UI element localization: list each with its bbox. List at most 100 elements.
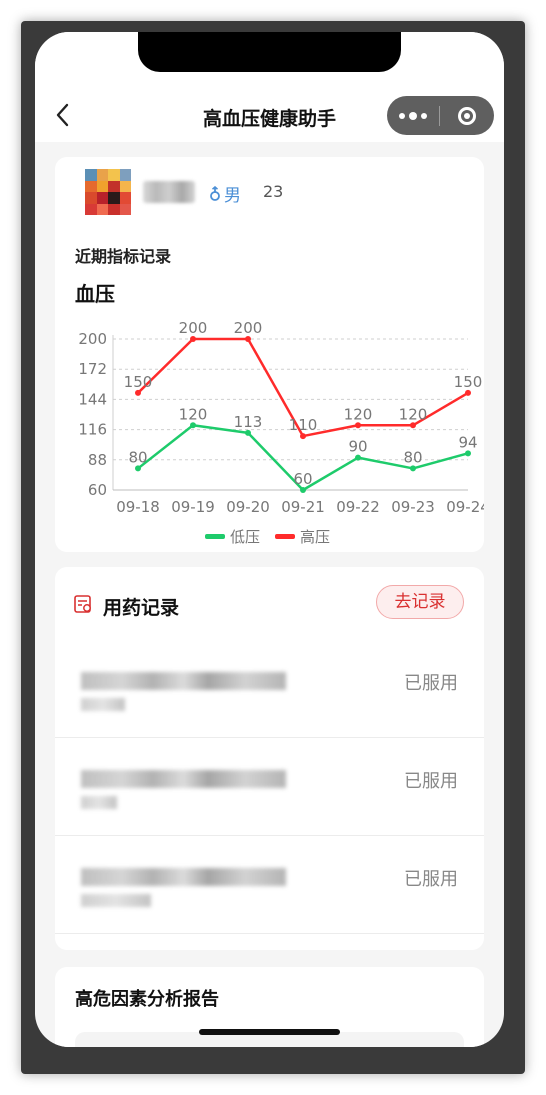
data-label: 120 [399,405,428,423]
avatar-pixel [85,203,97,215]
risk-report-content [75,1032,464,1047]
medication-name-blurred [81,698,125,711]
age-text: 23 [263,182,284,201]
medication-card: 用药记录 去记录 已服用 已服用 已服用 [55,567,484,950]
data-label: 113 [234,413,263,431]
data-point [465,389,471,396]
avatar-pixel [108,203,120,215]
data-point [300,433,306,440]
medication-status: 已服用 [404,673,458,694]
x-tick-label: 09-24 [446,498,484,516]
x-tick-label: 09-22 [336,498,380,516]
medication-item[interactable]: 已服用 [55,639,484,738]
x-tick-label: 09-23 [391,498,435,516]
data-label: 200 [234,319,263,337]
avatar-pixel [96,203,108,215]
y-tick-label: 200 [78,330,107,348]
medication-time-blurred [81,868,286,886]
risk-report-title: 高危因素分析报告 [75,989,219,1010]
x-tick-label: 09-18 [116,498,160,516]
legend-label: 低压 [230,528,260,546]
data-label: 60 [293,470,312,488]
data-point [410,465,416,472]
x-tick-label: 09-21 [281,498,325,516]
avatar-pixel [119,180,131,192]
legend-label: 高压 [300,528,330,546]
medication-time-blurred [81,672,286,690]
avatar-pixel [119,192,131,204]
username-blurred [143,181,195,203]
more-dots-icon [409,111,417,120]
go-record-button[interactable]: 去记录 [376,585,464,619]
avatar-pixel [85,180,97,192]
medication-status: 已服用 [404,771,458,792]
data-point [300,487,306,493]
avatar-pixel [85,192,97,204]
back-button[interactable] [53,102,73,128]
y-tick-label: 60 [88,481,107,499]
data-point [245,336,251,342]
chevron-left-icon [56,103,69,127]
data-label: 80 [128,448,147,466]
data-label: 120 [344,405,373,423]
more-button[interactable] [387,96,439,135]
legend-swatch [275,534,295,539]
data-point [190,422,196,429]
medication-item[interactable]: 已服用 [55,737,484,836]
gender-label: 男 [208,181,241,206]
close-button[interactable] [440,96,494,135]
data-label: 90 [348,438,367,456]
data-point [355,454,361,461]
more-dots-icon [399,112,405,119]
avatar-pixel [108,192,120,204]
avatar-pixel [108,169,120,181]
medication-status: 已服用 [404,869,458,890]
medication-name-blurred [81,796,117,809]
capsule-divider [439,105,440,126]
medication-name-blurred [81,894,151,907]
data-label: 200 [179,319,208,337]
y-tick-label: 88 [88,451,107,469]
medication-time-blurred [81,770,286,788]
avatar-pixel [119,169,131,181]
male-icon [210,185,220,201]
data-label: 120 [179,405,208,423]
blood-pressure-chart: 60 88 116 144 172 200 09-18 09-19 09-20 09-21 09-2… [78,319,484,546]
data-point [245,429,251,436]
data-point [190,336,196,342]
data-label: 80 [403,448,422,466]
y-tick-label: 172 [78,360,107,378]
data-point [135,389,141,396]
risk-report-card[interactable]: 高危因素分析报告 [55,967,484,1047]
data-point [465,450,471,457]
page-title: 高血压健康助手 [202,108,336,130]
gender-text: 男 [224,186,241,206]
mini-program-capsule [387,96,494,135]
avatar[interactable] [85,169,131,215]
avatar-pixel [108,180,120,192]
data-label: 150 [124,373,153,391]
data-point [135,465,141,472]
data-point [355,422,361,429]
avatar-pixel [96,180,108,192]
pill-record-icon [74,595,91,613]
home-indicator [199,1029,340,1035]
avatar-pixel [85,169,97,181]
x-tick-label: 09-20 [226,498,270,516]
target-circle-icon [458,106,476,125]
data-label: 94 [458,433,477,451]
device-notch [138,32,401,72]
avatar-pixel [96,192,108,204]
profile-card: 男 23 近期指标记录 血压 60 88 116 144 172 200 09-18 09-1… [55,157,484,552]
medication-item[interactable]: 已服用 [55,835,484,934]
more-dots-icon [421,112,427,119]
medication-title: 用药记录 [103,597,180,619]
data-label: 150 [454,373,483,391]
legend-swatch [205,534,225,539]
y-tick-label: 116 [78,421,107,439]
data-point [410,422,416,429]
avatar-pixel [96,169,108,181]
chart-title: 血压 [75,282,115,306]
app-screen: 高血压健康助手 男 23 近期指标记录 血压 60 88 [35,32,504,1047]
x-tick-label: 09-19 [171,498,215,516]
